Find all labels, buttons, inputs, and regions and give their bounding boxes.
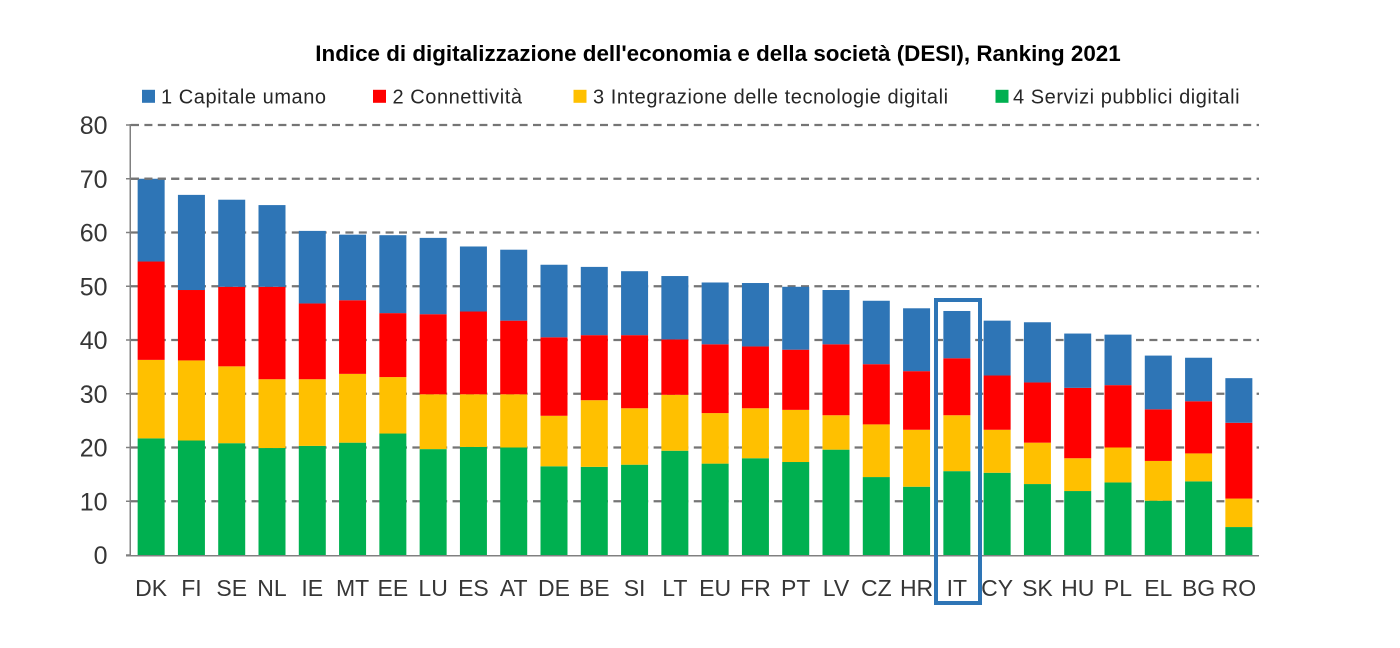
svg-text:Indice di digitalizzazione del: Indice di digitalizzazione dell'economia… (315, 41, 1120, 66)
svg-text:BE: BE (579, 575, 610, 601)
svg-text:40: 40 (80, 327, 108, 355)
svg-text:CY: CY (981, 575, 1013, 601)
svg-text:PT: PT (781, 575, 810, 601)
svg-text:PL: PL (1104, 575, 1132, 601)
svg-text:HU: HU (1061, 575, 1094, 601)
svg-text:FR: FR (740, 575, 771, 601)
svg-text:30: 30 (80, 381, 108, 409)
svg-text:60: 60 (80, 220, 108, 248)
svg-text:3 Integrazione delle tecnologi: 3 Integrazione delle tecnologie digitali (593, 87, 949, 109)
svg-text:IE: IE (301, 575, 323, 601)
svg-text:NL: NL (257, 575, 287, 601)
svg-text:2 Connettività: 2 Connettività (393, 87, 523, 109)
svg-text:EL: EL (1144, 575, 1172, 601)
svg-text:1 Capitale umano: 1 Capitale umano (161, 87, 327, 109)
svg-text:CZ: CZ (861, 575, 892, 601)
svg-text:SI: SI (624, 575, 646, 601)
svg-text:10: 10 (80, 488, 108, 516)
svg-text:EE: EE (378, 575, 409, 601)
svg-text:EU: EU (699, 575, 731, 601)
svg-text:DK: DK (135, 575, 168, 601)
svg-text:LU: LU (418, 575, 447, 601)
svg-text:BG: BG (1182, 575, 1215, 601)
svg-text:4 Servizi pubblici digitali: 4 Servizi pubblici digitali (1013, 87, 1240, 109)
svg-text:AT: AT (500, 575, 528, 601)
svg-text:LV: LV (823, 575, 850, 601)
svg-text:50: 50 (80, 273, 108, 301)
svg-text:MT: MT (336, 575, 369, 601)
svg-text:IT: IT (947, 575, 967, 601)
svg-text:ES: ES (458, 575, 489, 601)
svg-text:0: 0 (94, 542, 108, 570)
svg-text:SK: SK (1022, 575, 1053, 601)
svg-text:SE: SE (216, 575, 247, 601)
svg-text:20: 20 (80, 435, 108, 463)
svg-text:80: 80 (80, 112, 108, 140)
svg-text:HR: HR (900, 575, 933, 601)
svg-text:RO: RO (1222, 575, 1257, 601)
svg-text:70: 70 (80, 166, 108, 194)
svg-text:DE: DE (538, 575, 570, 601)
svg-text:LT: LT (662, 575, 687, 601)
svg-text:FI: FI (181, 575, 201, 601)
